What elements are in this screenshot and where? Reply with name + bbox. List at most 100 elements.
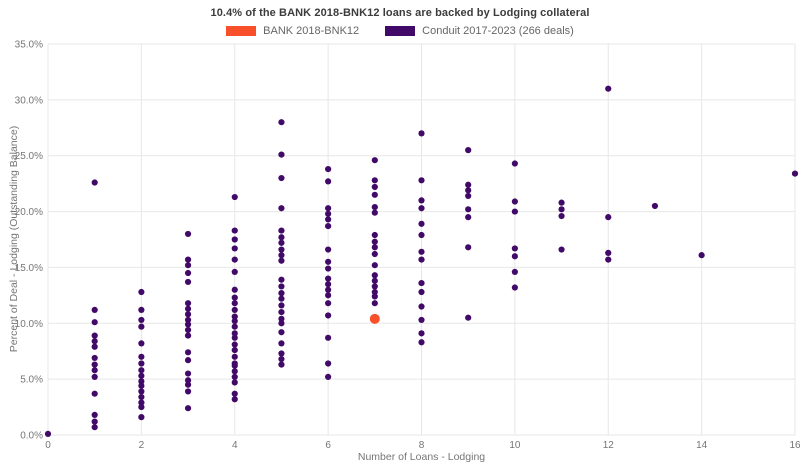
chart-title: 10.4% of the BANK 2018-BNK12 loans are b… (210, 7, 590, 19)
conduit-point (138, 414, 145, 421)
conduit-point (418, 316, 425, 324)
conduit-point (184, 300, 192, 307)
conduit-point (418, 256, 425, 263)
x-tick-label: 16 (789, 440, 800, 451)
conduit-point (231, 323, 238, 330)
conduit-point (138, 399, 145, 406)
conduit-point (278, 257, 285, 264)
conduit-point (44, 430, 52, 437)
conduit-point (371, 262, 378, 269)
conduit-point (465, 214, 472, 221)
y-tick-label: 25.0% (15, 151, 43, 162)
conduit-point (278, 239, 285, 246)
conduit-point (371, 283, 378, 290)
conduit-point (418, 177, 425, 184)
conduit-point (184, 262, 192, 269)
conduit-point (184, 256, 192, 263)
conduit-point (184, 377, 192, 384)
x-tick-label: 10 (509, 440, 521, 451)
conduit-point (371, 209, 378, 216)
bank-point (369, 313, 380, 324)
conduit-point (278, 329, 285, 336)
conduit-point (138, 378, 145, 385)
conduit-point (325, 246, 332, 253)
conduit-point (91, 424, 98, 431)
conduit-point (278, 283, 285, 290)
conduit-point (231, 390, 238, 397)
conduit-point (138, 367, 145, 374)
conduit-point (325, 360, 332, 367)
conduit-point (418, 288, 425, 296)
conduit-point (325, 216, 332, 223)
conduit-point (371, 272, 378, 279)
conduit-point (91, 179, 98, 186)
conduit-point (278, 227, 285, 234)
conduit-point (278, 350, 285, 357)
conduit-point (231, 396, 238, 403)
conduit-point (184, 305, 192, 312)
conduit-point (231, 317, 238, 325)
conduit-point (371, 204, 378, 211)
conduit-point (184, 381, 192, 388)
conduit-point (278, 355, 285, 363)
conduit-point (91, 343, 98, 350)
conduit-point (138, 372, 145, 379)
conduit-point (184, 321, 192, 328)
conduit-point (278, 309, 285, 316)
conduit-point (138, 340, 145, 347)
x-tick-label: 6 (325, 440, 331, 451)
conduit-point (138, 393, 145, 401)
conduit-point (184, 316, 192, 324)
conduit-point (231, 300, 238, 307)
conduit-point (325, 312, 332, 319)
conduit-point (278, 151, 285, 158)
conduit-point (184, 269, 192, 277)
conduit-point (278, 302, 285, 309)
conduit-point (138, 360, 145, 367)
conduit-point (138, 288, 145, 296)
conduit-point (231, 330, 238, 337)
conduit-point (511, 253, 518, 260)
conduit-point (371, 288, 378, 296)
conduit-point (558, 212, 565, 220)
conduit-point (325, 275, 332, 282)
conduit-point (138, 306, 145, 313)
conduit-point (418, 303, 425, 310)
conduit-point (651, 202, 659, 210)
conduit-point (325, 258, 332, 265)
conduit-point (184, 349, 192, 356)
conduit-point (418, 197, 425, 204)
conduit-point (278, 246, 285, 253)
conduit-point (698, 252, 705, 259)
y-tick-label: 5.0% (20, 375, 43, 386)
conduit-point (371, 300, 378, 307)
conduit-point (418, 231, 425, 239)
conduit-point (231, 193, 238, 201)
conduit-point (231, 313, 238, 320)
y-axis-title: Percent of Deal - Lodging (Outstanding B… (8, 125, 20, 353)
conduit-point (278, 295, 285, 302)
conduit-point (231, 306, 238, 313)
conduit-point (231, 227, 238, 234)
conduit-point (371, 177, 378, 184)
conduit-point (325, 334, 332, 341)
conduit-point (278, 119, 285, 126)
conduit-point (231, 368, 238, 375)
conduit-point (418, 130, 425, 137)
conduit-point (91, 361, 98, 368)
conduit-point (558, 199, 565, 206)
conduit-point (325, 286, 332, 293)
conduit-point (231, 373, 238, 381)
conduit-point (278, 234, 285, 241)
y-tick-label: 35.0% (15, 40, 43, 51)
x-tick-label: 14 (696, 440, 708, 451)
conduit-point (465, 147, 472, 154)
legend-label-bank: BANK 2018-BNK12 (263, 25, 360, 37)
conduit-point (138, 388, 145, 395)
conduit-point (91, 332, 98, 339)
conduit-point (558, 206, 565, 213)
conduit-point (371, 277, 378, 284)
conduit-point (325, 166, 332, 173)
